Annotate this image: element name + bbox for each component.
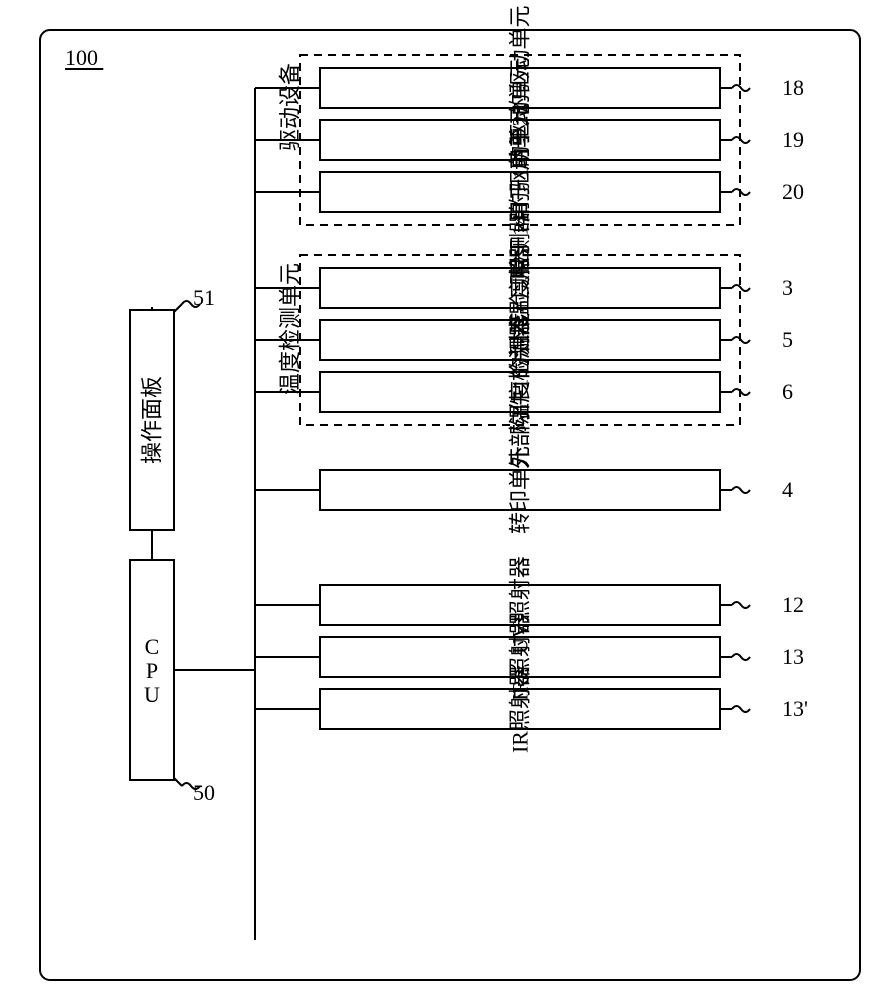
group-label-temp: 温度检测单元: [278, 263, 303, 395]
ref-6: 6: [782, 379, 793, 404]
ref-19: 19: [782, 127, 804, 152]
block-label-b4: 转印单元: [508, 446, 533, 534]
operation-panel-label: 操作面板: [140, 376, 165, 464]
ref-50: 50: [193, 780, 215, 805]
figure-ref-label: 100: [65, 45, 98, 70]
ref-13p: 13': [782, 696, 808, 721]
ref-18: 18: [782, 75, 804, 100]
block-label-b6: 外部温度检测器: [508, 315, 533, 469]
ref-13: 13: [782, 644, 804, 669]
ref-20: 20: [782, 179, 804, 204]
ref-4: 4: [782, 477, 793, 502]
ref-5: 5: [782, 327, 793, 352]
block-label-b13p: IR照射器: [508, 665, 533, 753]
ref-12: 12: [782, 592, 804, 617]
cpu-label-char: P: [146, 658, 158, 683]
ref-51: 51: [193, 285, 215, 310]
group-label-drive: 驱动设备: [278, 63, 303, 151]
cpu-label-char: U: [144, 682, 160, 707]
cpu-label-char: C: [145, 634, 160, 659]
ref-3: 3: [782, 275, 793, 300]
